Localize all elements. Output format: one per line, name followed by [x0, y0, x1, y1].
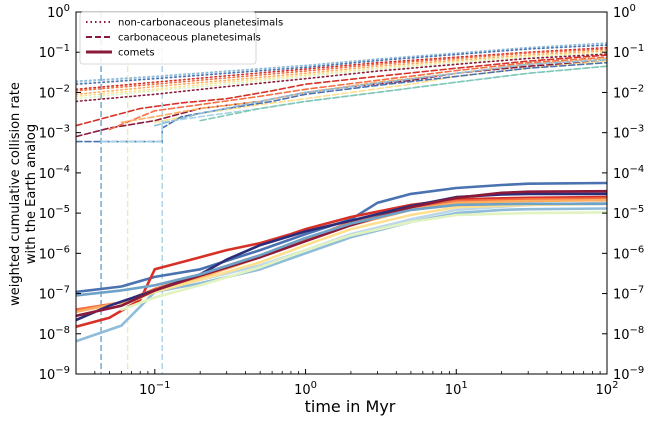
legend-label-0: non-carbonaceous planetesimals — [118, 18, 283, 29]
dotted-series-line-6 — [76, 51, 607, 98]
y-tick-label-right-6: 10−6 — [613, 244, 644, 262]
y-tick-label-right-3: 10−3 — [613, 124, 644, 142]
solid-series-line-27 — [76, 189, 607, 318]
y-axis-title-line1: weighted cumulative collision rate — [8, 82, 23, 306]
dashed-series-line-13 — [154, 60, 607, 124]
solid-series-line-24 — [120, 202, 607, 308]
y-tick-label-5: 10−5 — [39, 204, 70, 222]
dashed-series-line-14 — [76, 61, 607, 143]
dashed-series-line-11 — [108, 56, 607, 131]
dotted-series-line-7 — [76, 52, 607, 100]
solid-series-line-28 — [76, 202, 607, 297]
y-tick-label-right-9: 10−9 — [613, 365, 644, 383]
y-tick-label-9: 10−9 — [39, 365, 70, 383]
dashed-series-line-16 — [154, 58, 607, 127]
dotted-series-line-1 — [76, 42, 607, 82]
y-tick-label-6: 10−6 — [39, 244, 70, 262]
y-tick-label-2: 10−2 — [39, 83, 70, 101]
dotted-series-line-8 — [76, 53, 607, 103]
dashed-series-line-17 — [199, 65, 607, 122]
x-tick-label-3: 102 — [596, 380, 619, 398]
dashed-series-line-10 — [76, 54, 607, 127]
y-tick-label-right-4: 10−4 — [613, 164, 644, 182]
x-axis-title: time in Myr — [305, 397, 396, 416]
solid-series-line-19 — [76, 207, 607, 343]
legend-box — [79, 11, 257, 65]
y-tick-label-right-2: 10−2 — [613, 83, 644, 101]
x-tick-label-1: 100 — [294, 380, 317, 398]
dotted-series-line-5 — [76, 49, 607, 96]
y-tick-label-right-8: 10−8 — [613, 325, 644, 343]
y-tick-label-8: 10−8 — [39, 325, 70, 343]
y-tick-label-right-0: 100 — [613, 3, 636, 21]
y-tick-label-right-7: 10−7 — [613, 285, 644, 303]
solid-series-line-23 — [76, 198, 607, 314]
y-tick-label-3: 10−3 — [39, 124, 70, 142]
legend-label-1: carbonaceous planetesimals — [118, 33, 261, 44]
axis-ticks: 100 100 10−1 10−1 10−2 10−2 10−3 10−3 10−4 10−4 10… — [39, 3, 645, 398]
y-tick-label-0: 100 — [47, 3, 70, 21]
x-tick-label-0: 10−1 — [139, 380, 170, 398]
dotted-series-line-3 — [76, 46, 607, 91]
y-tick-label-7: 10−7 — [39, 285, 70, 303]
plot-frame — [75, 11, 608, 375]
legend-label-2: comets — [118, 48, 155, 59]
dotted-series-line-4 — [76, 48, 607, 92]
solid-series-line-21 — [76, 195, 607, 329]
y-tick-label-4: 10−4 — [39, 164, 70, 182]
y-tick-label-right-5: 10−5 — [613, 204, 644, 222]
plot-lines — [76, 12, 607, 374]
y-axis-title-line2: with the Earth analog — [24, 124, 39, 264]
y-tick-label-right-1: 10−1 — [613, 43, 644, 61]
solid-series-line-25 — [120, 211, 607, 311]
dotted-series-line-2 — [76, 44, 607, 85]
legend: non-carbonaceous planetesimals carbonaceo… — [79, 11, 283, 65]
y-tick-label-1: 10−1 — [39, 43, 70, 61]
x-tick-label-2: 101 — [445, 380, 468, 398]
